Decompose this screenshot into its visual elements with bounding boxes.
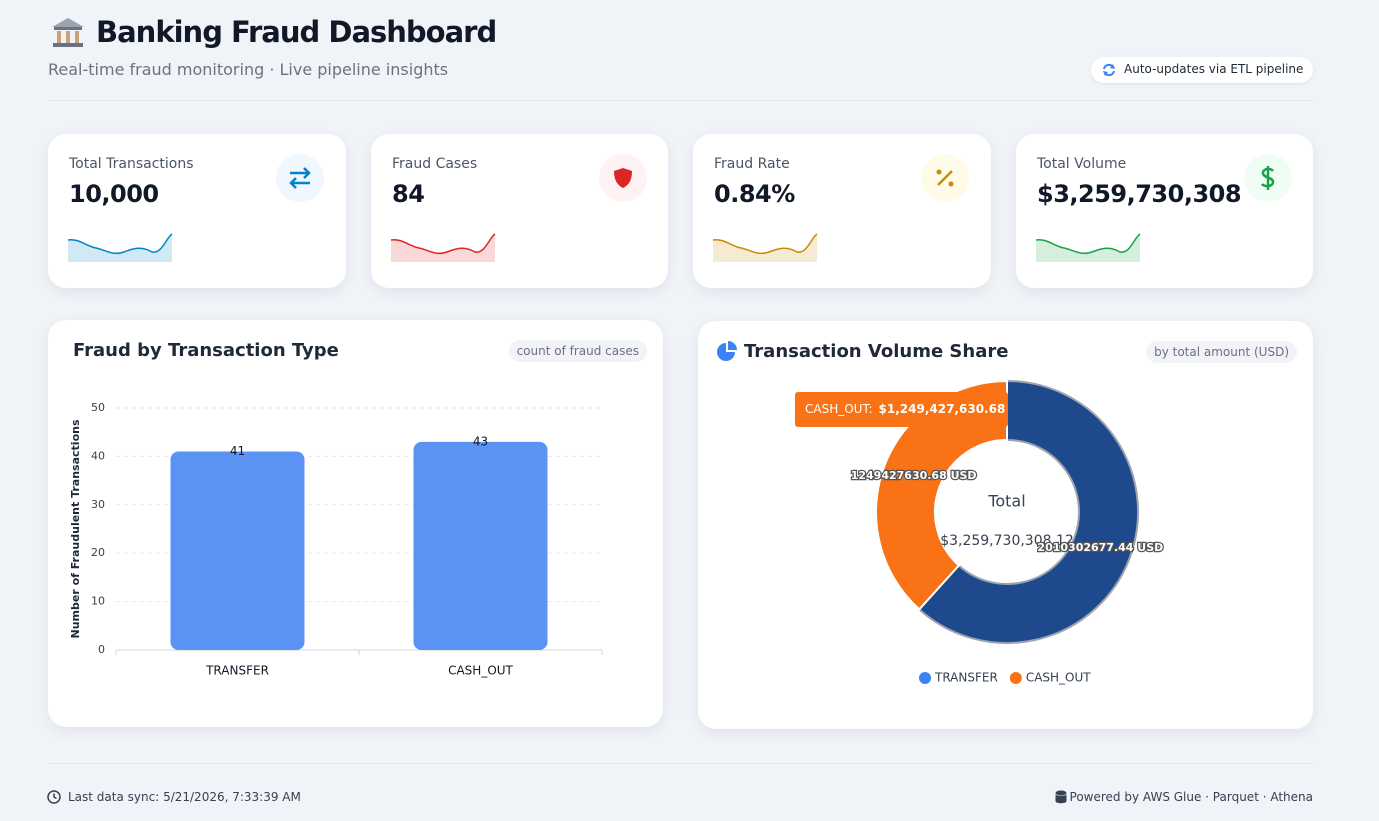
- tooltip-label: CASH_OUT:: [805, 402, 873, 416]
- x-tick-label: TRANSFER: [205, 664, 269, 678]
- page-title: Banking Fraud Dashboard: [96, 15, 497, 49]
- legend-label: TRANSFER: [934, 671, 998, 685]
- x-tick-label: CASH_OUT: [448, 664, 513, 678]
- bar-value-label: 43: [473, 434, 488, 448]
- powered-text: Powered by AWS Glue · Parquet · Athena: [1069, 790, 1313, 804]
- kpi-card: Fraud Cases 84: [371, 134, 668, 288]
- sparkline: [1036, 233, 1141, 262]
- y-tick-label: 10: [91, 595, 105, 608]
- bank-icon: [52, 18, 84, 47]
- y-tick-label: 50: [91, 401, 105, 414]
- bar: [170, 451, 305, 650]
- bar: [413, 441, 548, 650]
- bar-chart: Fraud by Transaction Type Number of Frau…: [69, 340, 603, 678]
- database-icon: [1055, 790, 1067, 804]
- kpi-value: 10,000: [69, 180, 159, 208]
- center-label: Total: [987, 492, 1025, 511]
- kpi-label: Total Volume: [1037, 156, 1127, 172]
- divider: [48, 763, 1313, 764]
- y-tick-label: 20: [91, 546, 105, 559]
- sparkline: [391, 233, 496, 262]
- y-tick-label: 0: [98, 643, 105, 656]
- page-subtitle: Real-time fraud monitoring · Live pipeli…: [48, 60, 449, 79]
- kpi-card: Total Volume $3,259,730,308: [1016, 134, 1313, 288]
- tooltip-value: $1,249,427,630.68: [879, 402, 1006, 416]
- kpi-label: Total Transactions: [69, 156, 194, 172]
- y-axis-title: Number of Fraudulent Transactions: [69, 419, 82, 638]
- tooltip-box: [795, 392, 1008, 427]
- legend-label: CASH_OUT: [1026, 671, 1091, 685]
- bar-value-label: 41: [230, 444, 245, 458]
- kpi-label: Fraud Rate: [714, 156, 790, 172]
- donut-chart-card: Transaction Volume Share Total $3,259,730…: [698, 321, 1313, 729]
- kpi-label: Fraud Cases: [392, 156, 478, 172]
- update-badge: Auto-updates via ETL pipeline: [1091, 57, 1313, 83]
- sparkline: [68, 233, 173, 262]
- kpi-card: Total Transactions 10,000: [48, 134, 346, 288]
- legend-marker: [1009, 672, 1022, 684]
- kpi-value: 84: [392, 180, 425, 208]
- donut-slice: [875, 379, 1008, 611]
- chart-title: Fraud by Transaction Type: [73, 340, 339, 361]
- update-badge-text: Auto-updates via ETL pipeline: [1124, 62, 1304, 76]
- legend-marker: [919, 672, 931, 684]
- divider: [48, 100, 1313, 101]
- kpi-icon: [921, 154, 969, 202]
- chart-title: Transaction Volume Share: [744, 341, 1008, 362]
- sparkline: [713, 233, 818, 262]
- kpi-value: $3,259,730,308: [1037, 180, 1242, 208]
- kpi-icon: [1244, 154, 1292, 202]
- slice-value-label: 2010302677.44 USD: [1037, 541, 1163, 554]
- y-tick-label: 30: [91, 498, 105, 511]
- pie-icon: [717, 341, 737, 361]
- sync-text: Last data sync: 5/21/2026, 7:33:39 AM: [68, 790, 301, 804]
- chart-badge: by total amount (USD): [1146, 341, 1297, 363]
- kpi-card: Fraud Rate 0.84%: [693, 134, 991, 288]
- center-value: $3,259,730,308.12: [940, 533, 1074, 549]
- chart-badge: count of fraud cases: [508, 340, 647, 362]
- y-tick-label: 40: [91, 449, 105, 462]
- kpi-icon: [599, 154, 647, 202]
- kpi-icon: [276, 154, 324, 202]
- tooltip-text: CASH_OUT: $1,249,427,630.68: [805, 402, 1005, 416]
- donut-chart: Transaction Volume Share Total $3,259,730…: [717, 341, 1165, 685]
- refresh-icon: [1103, 63, 1115, 77]
- slice-value-label: 1249427630.68 USD: [851, 469, 977, 482]
- clock-icon: [47, 790, 61, 804]
- bar-chart-card: Fraud by Transaction Type Number of Frau…: [48, 320, 663, 727]
- kpi-value: 0.84%: [714, 180, 795, 208]
- donut-slice: [917, 379, 1139, 644]
